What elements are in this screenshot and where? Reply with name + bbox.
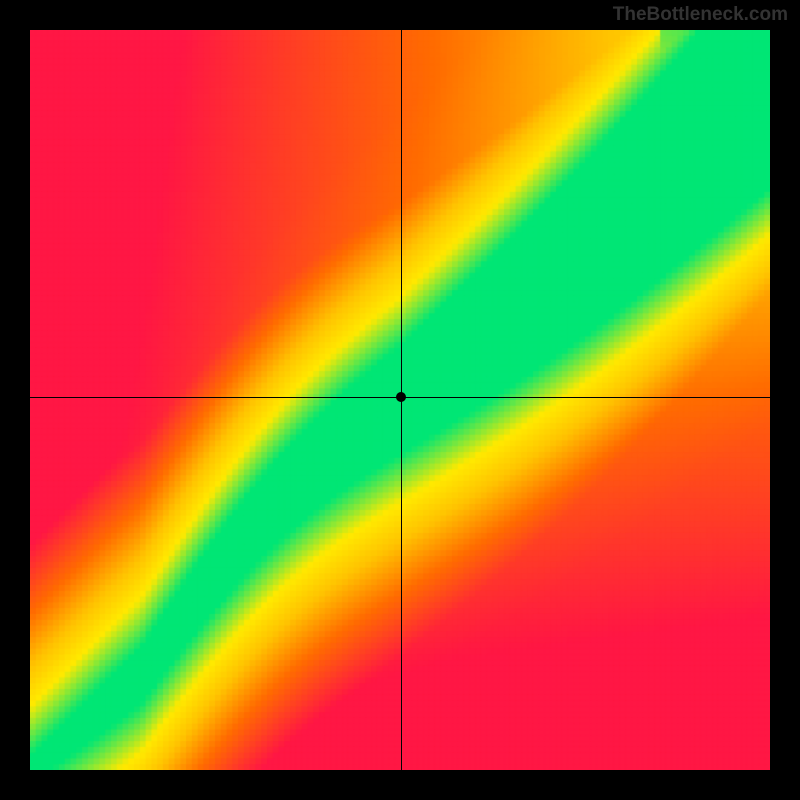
crosshair-marker bbox=[396, 392, 406, 402]
plot-area bbox=[30, 30, 770, 770]
watermark-text: TheBottleneck.com bbox=[613, 4, 788, 26]
